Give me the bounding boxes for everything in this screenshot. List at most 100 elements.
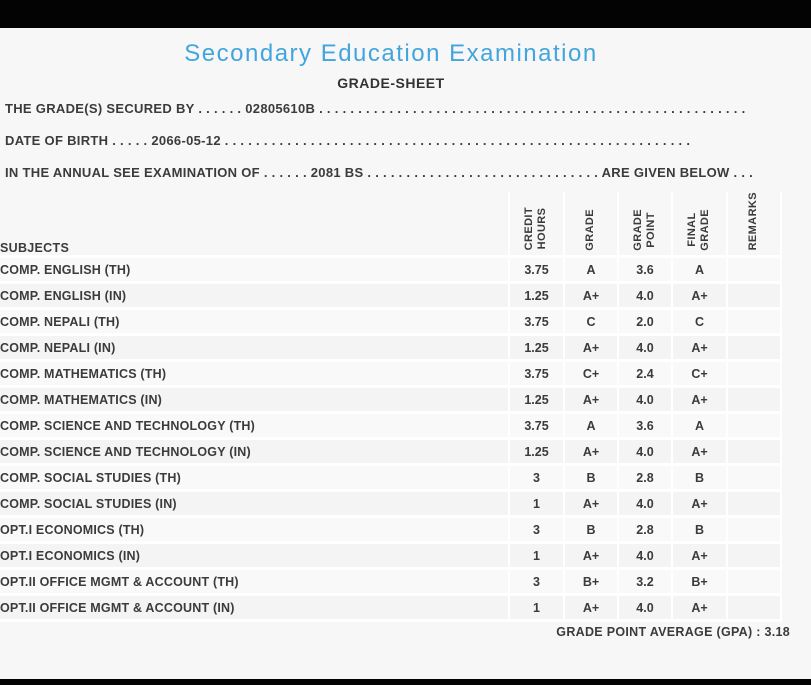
cell-grade: A	[565, 258, 619, 285]
cell-remarks	[728, 466, 782, 493]
cell-grade-point: 4.0	[619, 596, 673, 623]
cell-final-grade: B	[673, 466, 728, 493]
table-row: OPT.II OFFICE MGMT & ACCOUNT (TH) 3 B+ 3.2 B…	[0, 570, 782, 597]
cell-grade: B	[565, 518, 619, 545]
table-row: COMP. SOCIAL STUDIES (IN) 1 A+ 4.0 A+	[0, 492, 782, 519]
cell-subject: COMP. ENGLISH (IN)	[0, 284, 510, 311]
cell-subject: COMP. MATHEMATICS (TH)	[0, 362, 510, 389]
cell-grade-point: 3.6	[619, 414, 673, 441]
cell-remarks	[728, 258, 782, 285]
cell-final-grade: A+	[673, 492, 728, 519]
cell-subject: OPT.II OFFICE MGMT & ACCOUNT (IN)	[0, 596, 510, 623]
cell-final-grade: B+	[673, 570, 728, 597]
table-row: COMP. MATHEMATICS (IN) 1.25 A+ 4.0 A+	[0, 388, 782, 415]
cell-credit-hours: 3.75	[510, 310, 565, 337]
cell-remarks	[728, 492, 782, 519]
cell-grade-point: 4.0	[619, 492, 673, 519]
cell-grade-point: 2.0	[619, 310, 673, 337]
cell-final-grade: A+	[673, 388, 728, 415]
cell-grade-point: 3.2	[619, 570, 673, 597]
cell-subject: COMP. SOCIAL STUDIES (TH)	[0, 466, 510, 493]
cell-grade-point: 3.6	[619, 258, 673, 285]
cell-grade-point: 2.8	[619, 466, 673, 493]
cell-credit-hours: 3.75	[510, 258, 565, 285]
cell-credit-hours: 3	[510, 518, 565, 545]
student-meta-block: THE GRADE(S) SECURED BY . . . . . . 0280…	[0, 93, 811, 189]
cell-credit-hours: 1.25	[510, 440, 565, 467]
table-row: COMP. ENGLISH (IN) 1.25 A+ 4.0 A+	[0, 284, 782, 311]
page-subtitle: GRADE-SHEET	[337, 75, 445, 91]
cell-subject: COMP. SCIENCE AND TECHNOLOGY (TH)	[0, 414, 510, 441]
header-remarks-label: REMARKS	[747, 192, 760, 251]
cell-final-grade: B	[673, 518, 728, 545]
table-row: COMP. MATHEMATICS (TH) 3.75 C+ 2.4 C+	[0, 362, 782, 389]
cell-credit-hours: 1.25	[510, 284, 565, 311]
table-row: COMP. NEPALI (IN) 1.25 A+ 4.0 A+	[0, 336, 782, 363]
header-grade: GRADE	[565, 192, 619, 259]
cell-credit-hours: 1.25	[510, 336, 565, 363]
cell-remarks	[728, 284, 782, 311]
page-title: Secondary Education Examination	[184, 40, 598, 67]
cell-grade: A	[565, 414, 619, 441]
cell-final-grade: A+	[673, 440, 728, 467]
header-final-grade-label: FINAL GRADE	[686, 208, 712, 251]
cell-credit-hours: 3.75	[510, 414, 565, 441]
cell-subject: COMP. SOCIAL STUDIES (IN)	[0, 492, 510, 519]
table-row: COMP. NEPALI (TH) 3.75 C 2.0 C	[0, 310, 782, 337]
cell-final-grade: C	[673, 310, 728, 337]
header-grade-point: GRADE POINT	[619, 192, 673, 259]
cell-final-grade: A	[673, 414, 728, 441]
cell-subject: COMP. SCIENCE AND TECHNOLOGY (IN)	[0, 440, 510, 467]
cell-remarks	[728, 570, 782, 597]
cell-grade: A+	[565, 388, 619, 415]
cell-final-grade: A	[673, 258, 728, 285]
table-row: COMP. ENGLISH (TH) 3.75 A 3.6 A	[0, 258, 782, 285]
cell-subject: OPT.I ECONOMICS (IN)	[0, 544, 510, 571]
cell-subject: OPT.I ECONOMICS (TH)	[0, 518, 510, 545]
cell-grade: B+	[565, 570, 619, 597]
cell-grade-point: 4.0	[619, 440, 673, 467]
cell-remarks	[728, 440, 782, 467]
cell-grade: C+	[565, 362, 619, 389]
cell-credit-hours: 1	[510, 596, 565, 623]
cell-remarks	[728, 336, 782, 363]
grades-table-header: SUBJECTS CREDIT HOURS GRADE GRADE POINT …	[0, 192, 782, 259]
cell-remarks	[728, 310, 782, 337]
cell-grade-point: 4.0	[619, 388, 673, 415]
cell-credit-hours: 1.25	[510, 388, 565, 415]
bottom-edge-bar	[0, 679, 811, 685]
table-row: COMP. SCIENCE AND TECHNOLOGY (TH) 3.75 A 3.…	[0, 414, 782, 441]
gpa-summary: GRADE POINT AVERAGE (GPA) : 3.18	[556, 625, 790, 640]
cell-final-grade: A+	[673, 336, 728, 363]
cell-grade: B	[565, 466, 619, 493]
cell-credit-hours: 3.75	[510, 362, 565, 389]
header-remarks: REMARKS	[728, 192, 782, 259]
cell-credit-hours: 3	[510, 570, 565, 597]
top-edge-bar	[0, 0, 811, 28]
header-final-grade: FINAL GRADE	[673, 192, 728, 259]
header-credit-hours: CREDIT HOURS	[510, 192, 565, 259]
meta-line-grades-secured-by: THE GRADE(S) SECURED BY . . . . . . 0280…	[5, 101, 746, 116]
cell-remarks	[728, 388, 782, 415]
sheet-content: Secondary Education Examination GRADE-SH…	[0, 28, 811, 639]
cell-grade: A+	[565, 336, 619, 363]
table-row: COMP. SOCIAL STUDIES (TH) 3 B 2.8 B	[0, 466, 782, 493]
meta-line-date-of-birth: DATE OF BIRTH . . . . . 2066-05-12 . . .…	[5, 133, 691, 148]
cell-grade: A+	[565, 492, 619, 519]
header-credit-hours-label: CREDIT HOURS	[523, 207, 549, 251]
cell-final-grade: C+	[673, 362, 728, 389]
cell-subject: COMP. NEPALI (TH)	[0, 310, 510, 337]
cell-remarks	[728, 414, 782, 441]
cell-final-grade: A+	[673, 596, 728, 623]
cell-remarks	[728, 544, 782, 571]
cell-subject: COMP. MATHEMATICS (IN)	[0, 388, 510, 415]
grades-table-body: COMP. ENGLISH (TH) 3.75 A 3.6 A COMP. ENGLISH…	[0, 258, 782, 623]
cell-remarks	[728, 518, 782, 545]
cell-grade: A+	[565, 284, 619, 311]
cell-grade: A+	[565, 596, 619, 623]
cell-final-grade: A+	[673, 284, 728, 311]
cell-grade-point: 2.4	[619, 362, 673, 389]
cell-grade-point: 4.0	[619, 336, 673, 363]
cell-subject: COMP. ENGLISH (TH)	[0, 258, 510, 285]
